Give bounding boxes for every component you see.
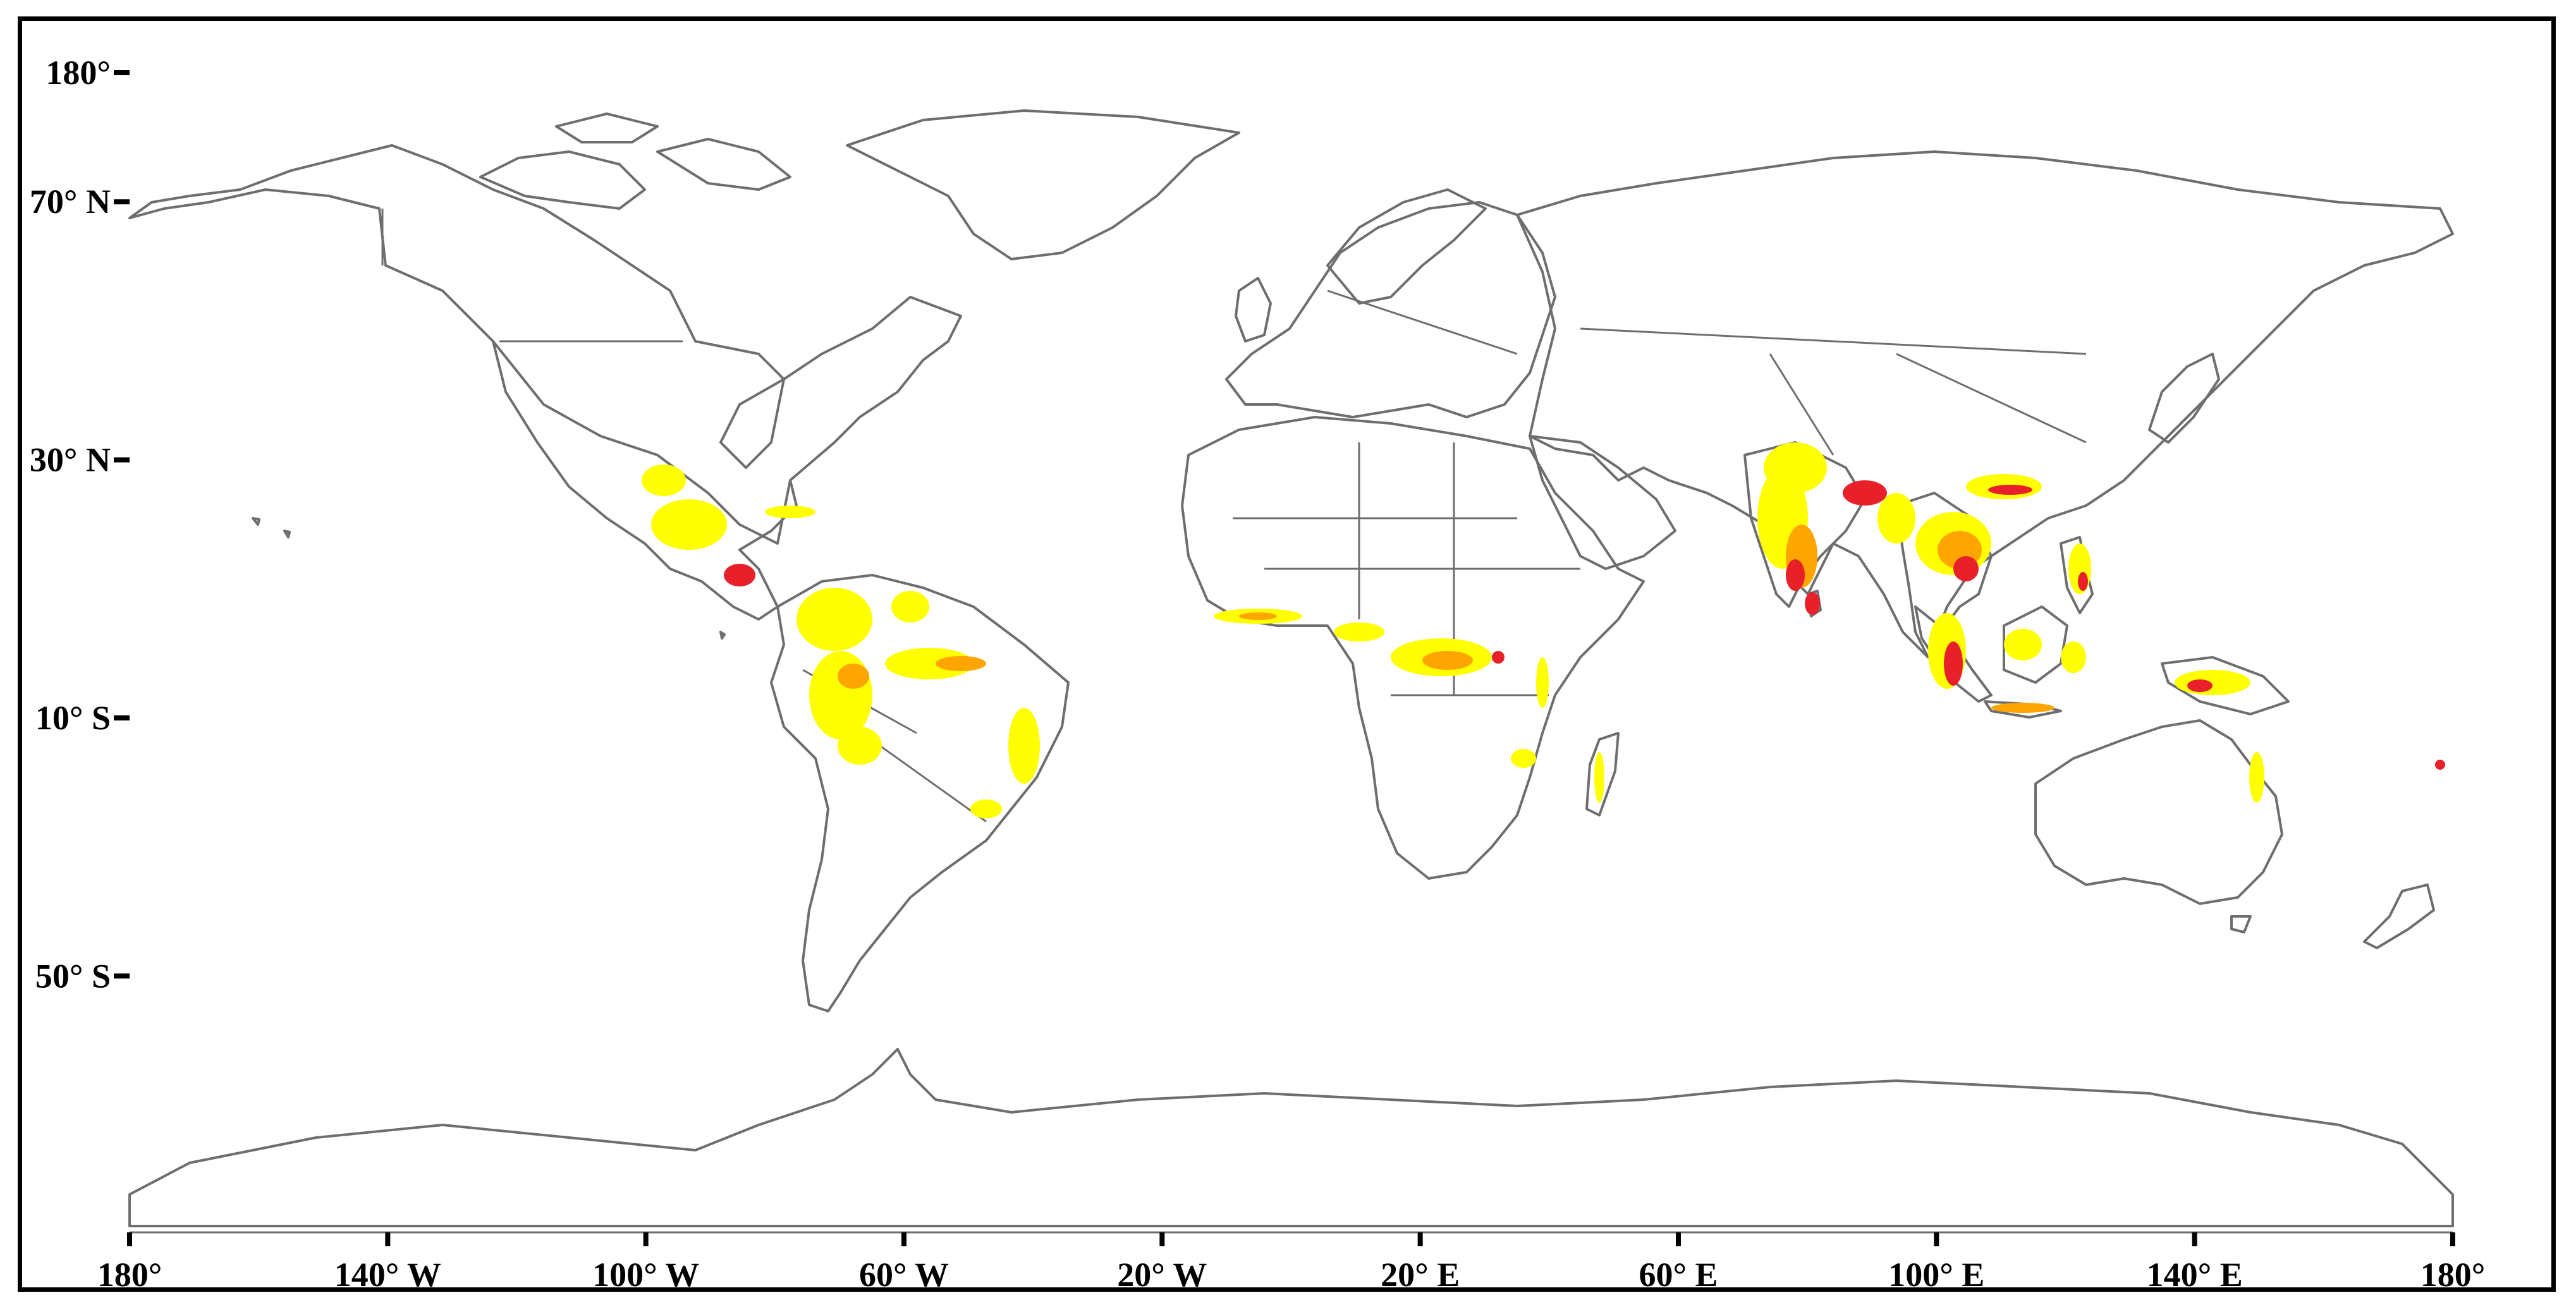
lon-tick-label: 60° W — [859, 1256, 949, 1294]
suitability-amazon — [885, 648, 974, 679]
lat-tick-label: 30° N — [30, 441, 111, 479]
country-borders — [381, 209, 2087, 823]
suitability-west-africa-core — [1239, 612, 1277, 620]
longitude-axis: 180° 140° W 100° W 60° W 20° W 20° E 60° E 100°… — [97, 1231, 2486, 1294]
suitability-peru-core — [838, 664, 869, 689]
suitability-south-china-core — [1988, 485, 2032, 495]
british-isles-outline — [1235, 277, 1272, 343]
suitability-philippines-core — [2078, 572, 2088, 591]
new-zealand-outline — [2363, 884, 2435, 949]
suitability-sulawesi — [2061, 641, 2086, 673]
philippines-outline — [2060, 536, 2094, 614]
suitability-sri-lanka — [1805, 592, 1820, 615]
land-outlines — [128, 109, 2454, 1227]
suitability-mekong — [1953, 556, 1979, 581]
suitability-mexico — [642, 465, 686, 496]
suitability-madagascar — [1594, 752, 1604, 803]
suitability-panama — [724, 564, 755, 586]
suitability-overlay — [642, 442, 2445, 818]
madagascar-outline — [1585, 732, 1620, 817]
suitability-lake-victoria — [1492, 651, 1505, 664]
asia-outline — [1516, 150, 2454, 659]
australia-outline — [2034, 719, 2283, 905]
africa-outline — [1181, 416, 1645, 880]
map-frame — [18, 16, 2556, 1292]
suitability-brazil-south — [970, 799, 1002, 818]
lat-tick-label: 10° S — [35, 699, 111, 737]
lat-tick-label: 180° — [46, 54, 111, 92]
borneo-outline — [2003, 605, 2068, 684]
scandinavia-outline — [1326, 188, 1487, 305]
suitability-guyana — [891, 591, 929, 623]
suitability-amazon-core — [936, 656, 986, 671]
suitability-java — [1991, 703, 2054, 713]
japan-outline — [2148, 353, 2220, 444]
suitability-brazil-east — [1008, 708, 1040, 784]
arctic-islands-outline — [479, 112, 791, 210]
suitability-sumatra-core — [1944, 641, 1963, 686]
arabia-outline — [1529, 435, 1676, 570]
suitability-borneo — [2004, 629, 2042, 660]
suitability-central-america — [651, 499, 727, 550]
greenland-outline — [846, 109, 1240, 260]
lon-tick-label: 180° — [97, 1256, 162, 1294]
lon-tick-label: 100° E — [1888, 1256, 1984, 1294]
suitability-pacific-island — [2435, 760, 2445, 770]
lon-tick-label: 140° W — [334, 1256, 441, 1294]
latitude-axis: 180° 70° N 30° N 10° S 50° S — [30, 54, 130, 995]
lat-tick-label: 50° S — [35, 957, 111, 995]
pacific-islands-outline — [252, 517, 726, 640]
suitability-gulf-guinea — [1334, 623, 1384, 641]
usa-mexico-outline — [492, 341, 798, 621]
suitability-new-guinea-core — [2187, 679, 2213, 692]
lat-tick-label: 70° N — [30, 183, 111, 221]
suitability-east-australia — [2249, 752, 2264, 803]
new-guinea-outline — [2161, 656, 2290, 715]
suitability-bangladesh — [1843, 480, 1887, 506]
suitability-myanmar — [1877, 493, 1915, 544]
lon-tick-label: 140° E — [2147, 1256, 2243, 1294]
lon-tick-label: 20° E — [1381, 1256, 1460, 1294]
north-america-outline — [128, 144, 962, 545]
lon-tick-label: 100° W — [592, 1256, 699, 1294]
tasmania-outline — [2230, 915, 2252, 933]
suitability-east-africa — [1536, 657, 1549, 708]
suitability-new-guinea — [2175, 670, 2250, 695]
lon-tick-label: 60° E — [1639, 1256, 1718, 1294]
lon-tick-label: 180° — [2420, 1256, 2486, 1294]
south-america-outline — [770, 574, 1070, 1012]
antarctica-outline — [128, 1048, 2454, 1227]
suitability-peru — [809, 651, 872, 739]
suitability-north-india — [1764, 442, 1827, 493]
lon-tick-label: 20° W — [1117, 1256, 1207, 1294]
suitability-cuba — [765, 506, 815, 518]
suitability-bolivia — [838, 727, 882, 765]
europe-outline — [1225, 201, 1556, 418]
suitability-colombia — [797, 588, 872, 651]
suitability-mozambique — [1511, 749, 1536, 768]
suitability-india-south — [1786, 559, 1805, 591]
suitability-congo-core — [1422, 651, 1473, 670]
